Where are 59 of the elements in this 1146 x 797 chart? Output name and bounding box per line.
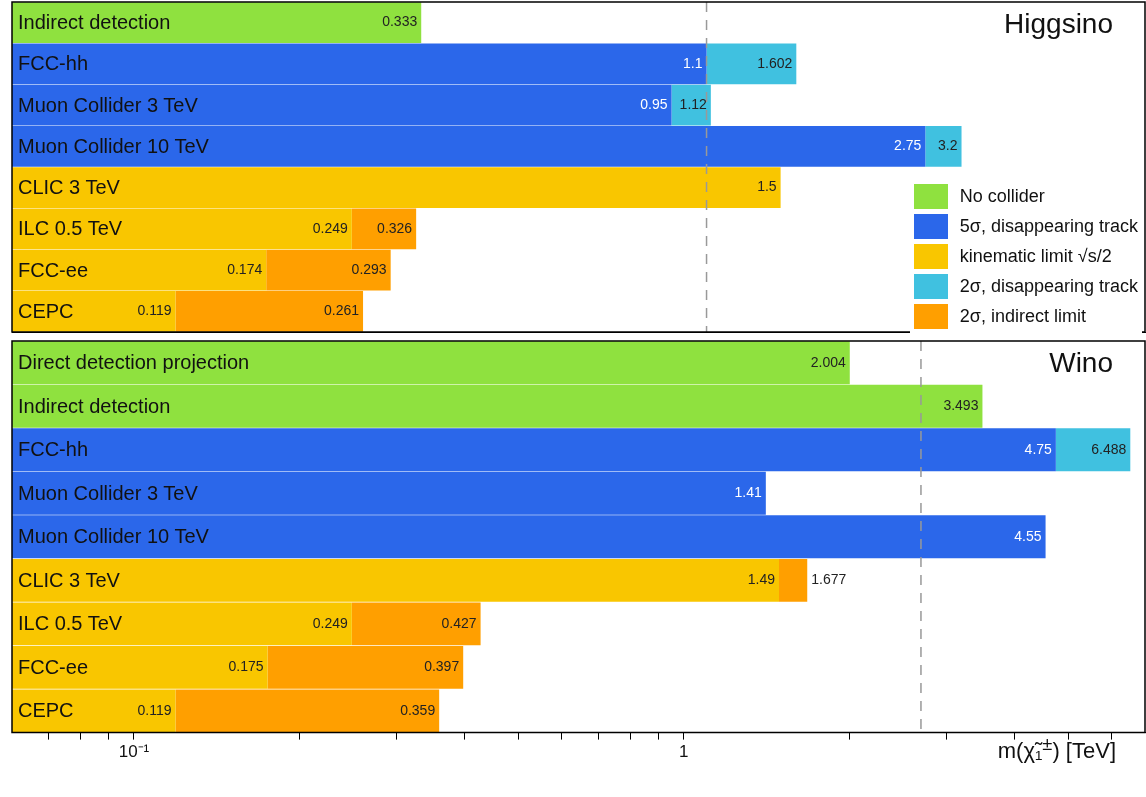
y-tick-label: Muon Collider 3 TeV <box>18 93 199 116</box>
total-label: 3.2 <box>938 137 958 154</box>
y-tick-label: Muon Collider 10 TeV <box>18 134 210 157</box>
data-label: 4.55 <box>1014 527 1042 544</box>
data-label: 1.49 <box>747 571 776 588</box>
y-tick-label: CLIC 3 TeV <box>18 568 121 591</box>
total-label: 0.397 <box>424 658 460 675</box>
total-label: 0.359 <box>400 701 436 718</box>
x-axis-title: m(χ̃₁$^{±}$) [TeV] <box>997 732 1116 764</box>
data-label: 0.119 <box>137 701 172 718</box>
y-tick-label: Indirect detection <box>18 394 171 417</box>
data-label: 0.249 <box>312 614 349 631</box>
data-label: 0.95 <box>640 95 668 112</box>
bar <box>779 558 808 602</box>
y-tick-label: Muon Collider 3 TeV <box>18 481 199 504</box>
y-tick-label: CLIC 3 TeV <box>18 176 121 199</box>
data-label: 4.75 <box>1024 440 1053 457</box>
bar <box>12 2 422 43</box>
chart-title: Wino <box>1049 346 1113 378</box>
y-tick-label: FCC-hh <box>18 438 89 461</box>
legend-label: 5σ, disappearing track <box>959 215 1138 237</box>
total-label: 0.293 <box>351 260 387 277</box>
y-tick-label: ILC 0.5 TeV <box>18 217 123 240</box>
y-tick-label: FCC-hh <box>18 52 89 75</box>
data-label: 1.41 <box>734 484 763 501</box>
total-label: 1.12 <box>679 95 708 112</box>
y-tick-label: Direct detection projection <box>18 351 250 374</box>
legend-label: No collider <box>959 185 1045 207</box>
data-label: 0.175 <box>228 658 264 675</box>
y-tick-label: Muon Collider 10 TeV <box>18 525 210 548</box>
y-tick-label: FCC-ee <box>18 655 89 678</box>
y-tick-label: CEPC <box>18 299 74 322</box>
data-label: 3.493 <box>943 397 979 414</box>
x-tick-label: 1 <box>679 742 689 762</box>
data-label: 0.333 <box>382 13 418 30</box>
legend-label: 2σ, indirect limit <box>959 305 1086 327</box>
x-tick-label: 10⁻¹ <box>118 742 150 762</box>
total-label: 1.602 <box>757 54 793 71</box>
y-tick-label: Indirect detection <box>18 11 171 34</box>
bar <box>1055 428 1131 472</box>
data-label: 2.75 <box>894 137 922 154</box>
y-tick-label: CEPC <box>18 699 74 722</box>
data-label: 0.249 <box>312 219 349 236</box>
data-label: 0.119 <box>137 302 172 319</box>
y-tick-label: FCC-ee <box>18 258 89 281</box>
legend-label: kinematic limit √s/2 <box>959 245 1112 267</box>
total-label: 6.488 <box>1091 440 1127 457</box>
total-label: 0.427 <box>441 614 477 631</box>
data-label: 1.5 <box>757 178 777 195</box>
data-label: 2.004 <box>810 353 846 370</box>
legend-label: 2σ, disappearing track <box>959 275 1138 297</box>
data-label: 1.1 <box>683 54 703 71</box>
total-label: 1.677 <box>811 571 847 588</box>
y-tick-label: ILC 0.5 TeV <box>18 612 123 635</box>
total-label: 0.261 <box>324 302 360 319</box>
chart-title: Higgsino <box>1004 7 1113 39</box>
total-label: 0.326 <box>377 219 413 236</box>
data-label: 0.174 <box>227 260 263 277</box>
bar <box>925 126 962 167</box>
